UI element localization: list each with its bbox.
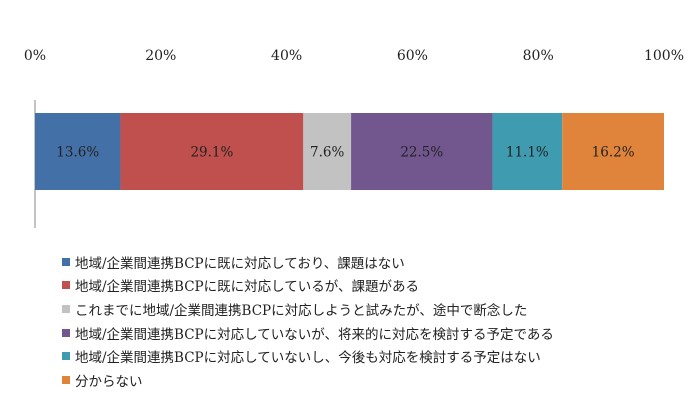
legend-item: 分からない — [62, 368, 554, 392]
bar-segment — [351, 113, 493, 190]
legend-item: これまでに地域/企業間連携BCPに対応しようと試みたが、途中で断念した — [62, 297, 554, 321]
bar-segment — [492, 113, 563, 190]
data-label: 16.2% — [592, 145, 635, 161]
bar-segment — [120, 113, 304, 190]
legend-swatch — [62, 281, 70, 290]
legend-item: 地域/企業間連携BCPに対応していないが、将来的に対応を検討する予定である — [62, 321, 554, 345]
data-label: 29.1% — [190, 145, 233, 161]
legend-label: 分からない — [75, 373, 143, 390]
legend-item: 地域/企業間連携BCPに対応していないし、今後も対応を検討する予定はない — [62, 344, 554, 368]
legend-swatch — [62, 304, 70, 313]
x-tick-label: 20% — [145, 48, 176, 64]
legend-label: これまでに地域/企業間連携BCPに対応しようと試みたが、途中で断念した — [75, 302, 528, 319]
bar-segment — [303, 113, 352, 190]
x-tick-label: 40% — [271, 48, 302, 64]
legend-label: 地域/企業間連携BCPに対応していないし、今後も対応を検討する予定はない — [75, 350, 541, 367]
data-label: 7.6% — [310, 145, 344, 161]
legend-swatch — [62, 352, 70, 361]
bar-segment — [35, 113, 121, 190]
stacked-bar-chart: 0% 20% 40% 60% 80% 100% 13.6% 29.1% 7.6% 22.5% 11.… — [24, 48, 684, 228]
x-tick-label: 0% — [24, 48, 46, 64]
legend-label: 地域/企業間連携BCPに既に対応しているが、課題がある — [75, 279, 419, 296]
x-tick-label: 100% — [644, 48, 684, 64]
x-tick-label: 60% — [397, 48, 428, 64]
data-label: 13.6% — [56, 145, 99, 161]
legend-swatch — [62, 375, 70, 384]
legend: 地域/企業間連携BCPに既に対応しており、課題はない 地域/企業間連携BCPに既に… — [62, 250, 554, 392]
data-label: 22.5% — [400, 145, 443, 161]
bar-segment — [562, 113, 664, 190]
legend-label: 地域/企業間連携BCPに対応していないが、将来的に対応を検討する予定である — [75, 326, 554, 343]
legend-label: 地域/企業間連携BCPに既に対応しており、課題はない — [75, 255, 405, 272]
x-tick-label: 80% — [523, 48, 554, 64]
legend-swatch — [62, 257, 70, 266]
legend-item: 地域/企業間連携BCPに既に対応しているが、課題がある — [62, 274, 554, 298]
data-label: 11.1% — [506, 145, 549, 161]
legend-swatch — [62, 328, 70, 337]
legend-item: 地域/企業間連携BCPに既に対応しており、課題はない — [62, 250, 554, 274]
